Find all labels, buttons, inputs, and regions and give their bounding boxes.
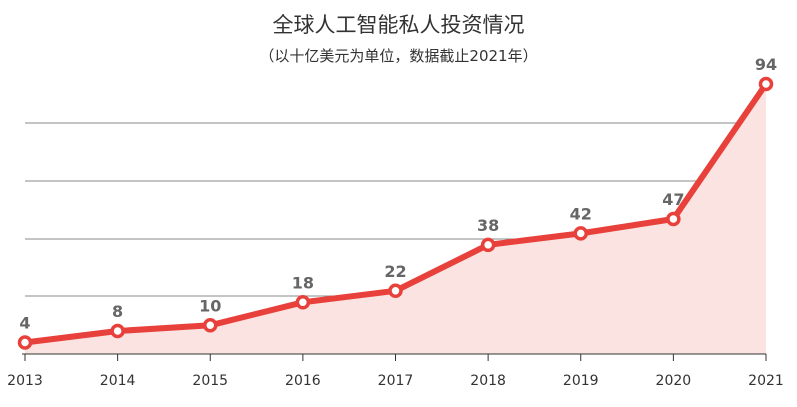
x-tick-label-2017: 2017 xyxy=(378,373,414,389)
data-point-2017 xyxy=(388,283,403,299)
data-label-2020: 47 xyxy=(662,190,684,209)
data-labels: 4 8 10 18 22 38 42 47 94 xyxy=(19,55,777,333)
data-label-2021: 94 xyxy=(755,55,777,74)
chart-subtitle: （以十亿美元为单位，数据截止2021年） xyxy=(259,47,538,65)
data-label-2015: 10 xyxy=(199,296,221,315)
data-point-2020 xyxy=(666,211,681,227)
area-fill xyxy=(25,84,766,354)
x-tick-label-2014: 2014 xyxy=(100,373,136,389)
x-axis: 2013 2014 2015 2016 2017 2018 2019 2020 2021 xyxy=(7,353,784,389)
data-label-2019: 42 xyxy=(570,204,592,223)
data-label-2017: 22 xyxy=(384,262,406,281)
x-tick-label-2021: 2021 xyxy=(748,373,784,389)
chart-title: 全球人工智能私人投资情况 xyxy=(272,13,525,37)
data-point-2016 xyxy=(295,295,311,310)
x-tick-label-2018: 2018 xyxy=(470,373,506,389)
data-points xyxy=(17,76,774,350)
data-point-2019 xyxy=(573,226,588,241)
data-label-2013: 4 xyxy=(19,314,30,333)
data-point-2021 xyxy=(758,76,774,92)
x-tick-label-2020: 2020 xyxy=(656,373,692,389)
x-tick-label-2016: 2016 xyxy=(285,373,321,389)
x-tick-label-2019: 2019 xyxy=(563,373,599,389)
x-tick-label-2013: 2013 xyxy=(7,373,43,389)
data-point-2014 xyxy=(110,323,125,339)
x-tick-label-2015: 2015 xyxy=(192,373,228,389)
area-fill-layer xyxy=(25,84,766,354)
data-label-2016: 18 xyxy=(292,273,314,292)
data-label-2018: 38 xyxy=(477,216,499,235)
data-point-2018 xyxy=(480,237,496,253)
data-point-2013 xyxy=(17,335,33,350)
data-label-2014: 8 xyxy=(112,302,123,321)
data-point-2015 xyxy=(203,318,218,333)
